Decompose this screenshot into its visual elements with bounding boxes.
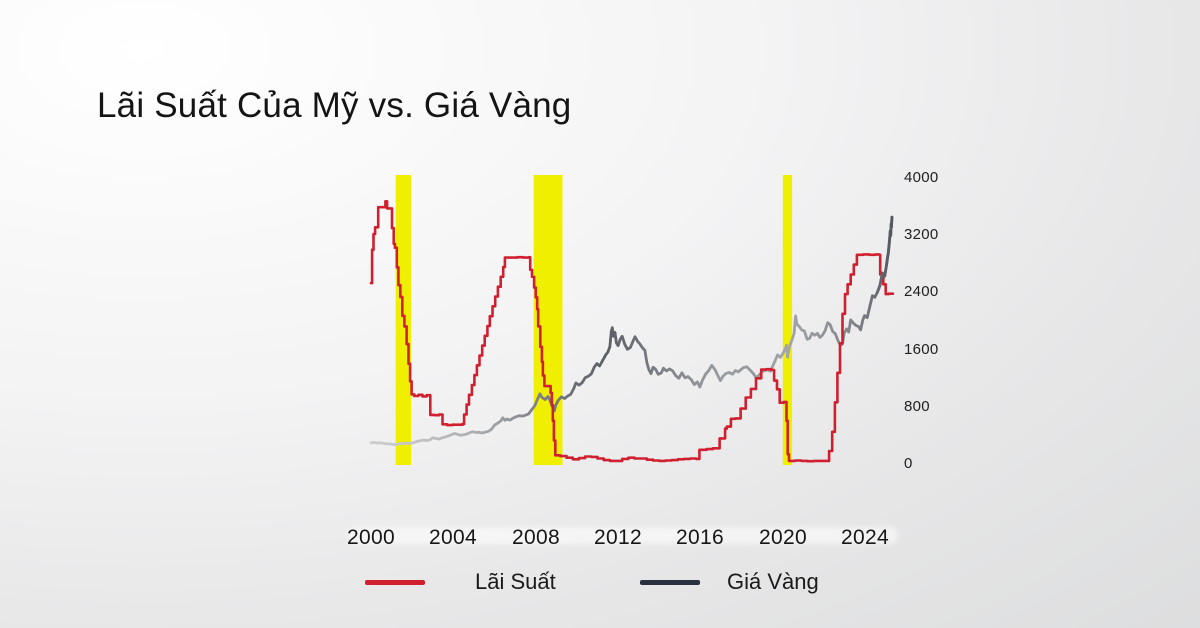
- x-axis-tick-label: 2020: [759, 526, 807, 549]
- interest-rate-line: [369, 200, 895, 463]
- x-axis-highlight-band: [348, 527, 898, 544]
- gold-price-line-tail: [876, 215, 894, 294]
- x-axis-tick-label: 2016: [676, 526, 724, 549]
- x-axis-tick-label: 2008: [512, 526, 560, 549]
- y-axis-tick-label: 0: [904, 455, 913, 472]
- y-axis-tick-label: 3200: [904, 226, 939, 243]
- x-axis-tick-label: 2000: [347, 526, 395, 549]
- chart-title: Lãi Suất Của Mỹ vs. Giá Vàng: [97, 86, 572, 125]
- legend-swatch-gold-price: [640, 580, 700, 585]
- x-axis-tick-label: 2004: [429, 526, 477, 549]
- y-axis-tick-label: 1600: [904, 341, 939, 358]
- legend-label-interest-rate: Lãi Suất: [475, 569, 556, 594]
- x-axis-tick-label: 2024: [841, 526, 889, 549]
- legend-swatch-interest-rate: [365, 580, 425, 585]
- recession-band: [782, 175, 793, 465]
- legend-label-gold-price: Giá Vàng: [727, 569, 819, 594]
- y-axis-tick-label: 800: [904, 398, 930, 415]
- x-axis-tick-label: 2012: [594, 526, 642, 549]
- y-axis-tick-label: 2400: [904, 283, 939, 300]
- y-axis-tick-label: 4000: [904, 169, 939, 186]
- gold-price-line: [369, 215, 894, 446]
